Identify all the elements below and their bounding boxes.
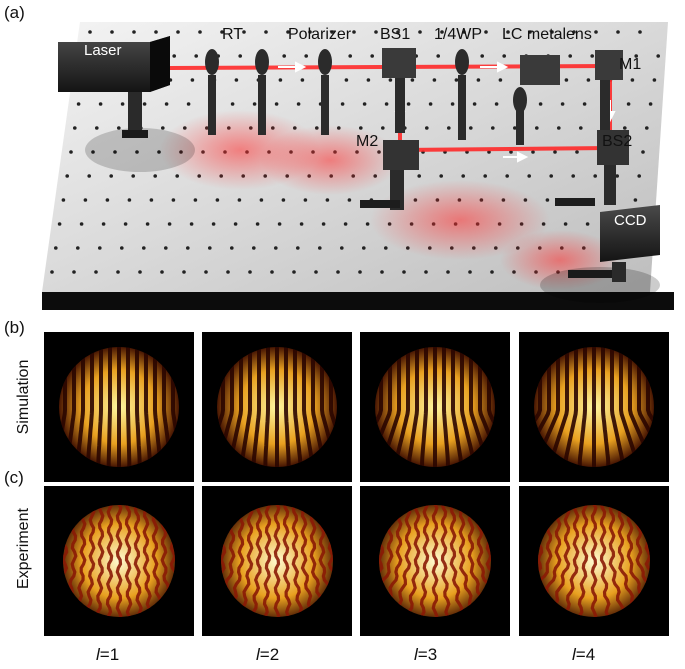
ccd-camera	[568, 205, 660, 282]
table-edge	[42, 292, 674, 310]
experiment-l2	[202, 486, 352, 636]
experiment-l3	[360, 486, 510, 636]
label-rt: RT	[222, 26, 244, 43]
experiment-l4	[519, 486, 669, 636]
label-ccd: CCD	[614, 212, 647, 229]
charge-label-2: l=2	[256, 645, 280, 664]
label-polarizer: Polarizer	[288, 26, 352, 43]
label-bs2: BS2	[602, 133, 633, 150]
experiment-l1	[44, 486, 194, 636]
label-m1: M1	[619, 56, 642, 73]
simulation-l4	[519, 332, 669, 482]
row-label-simulation: Simulation	[15, 359, 32, 435]
charge-label-3: l=3	[414, 645, 438, 664]
panel-label-b: (b)	[4, 318, 25, 337]
optical-mounts	[205, 48, 629, 210]
label-laser: Laser	[84, 42, 122, 59]
simulation-l1	[44, 332, 194, 482]
label-lc-metalens: LC metalens	[502, 26, 592, 43]
charge-label-1: l=1	[96, 645, 120, 664]
label-m2: M2	[356, 133, 379, 150]
label-bs1: BS1	[380, 26, 411, 43]
simulation-l2	[202, 332, 352, 482]
laser-device	[58, 36, 170, 138]
panel-label-c: (c)	[4, 468, 24, 487]
simulation-l3	[360, 332, 510, 482]
row-label-experiment: Experiment	[15, 508, 32, 589]
label-qwp: 1/4WP	[434, 26, 483, 43]
panel-label-a: (a)	[4, 3, 25, 22]
charge-label-4: l=4	[572, 645, 596, 664]
